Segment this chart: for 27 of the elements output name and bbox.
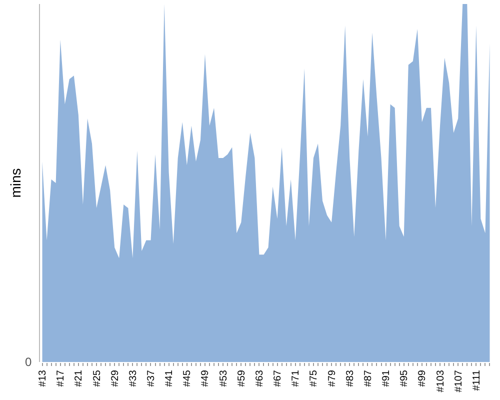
y-axis-title: mins [8, 168, 24, 198]
x-tick-label: #29 [110, 370, 121, 387]
x-tick-label: #79 [326, 370, 338, 387]
x-tick-label: #91 [381, 370, 392, 387]
x-tick-label: #71 [290, 370, 302, 387]
x-tick-label: #95 [399, 370, 410, 387]
x-tick-label: #53 [218, 370, 230, 387]
x-tick-label: #83 [344, 370, 356, 387]
x-tick-label: #33 [128, 370, 139, 387]
x-tick-label: #67 [272, 370, 284, 387]
x-tick-label: #49 [200, 370, 212, 387]
x-tick-label: #17 [56, 370, 67, 387]
text: 0 [25, 355, 32, 369]
x-tick-label: #63 [254, 370, 266, 387]
x-tick-label: #41 [164, 370, 176, 387]
x-tick-label: #37 [146, 370, 157, 387]
x-tick-label: #21 [74, 370, 85, 387]
x-tick-label: #75 [308, 370, 320, 387]
x-tick-label: #103 [435, 370, 446, 392]
x-tick-label: #59 [236, 370, 248, 387]
x-tick-label: #87 [362, 370, 374, 387]
x-tick-label: #107 [453, 370, 464, 392]
x-tick-label: #99 [417, 370, 428, 387]
x-tick-label: #45 [182, 370, 194, 387]
x-tick-label: #25 [92, 370, 103, 387]
x-tick-label: #13 [38, 370, 49, 387]
x-tick-label: #111 [471, 370, 482, 391]
